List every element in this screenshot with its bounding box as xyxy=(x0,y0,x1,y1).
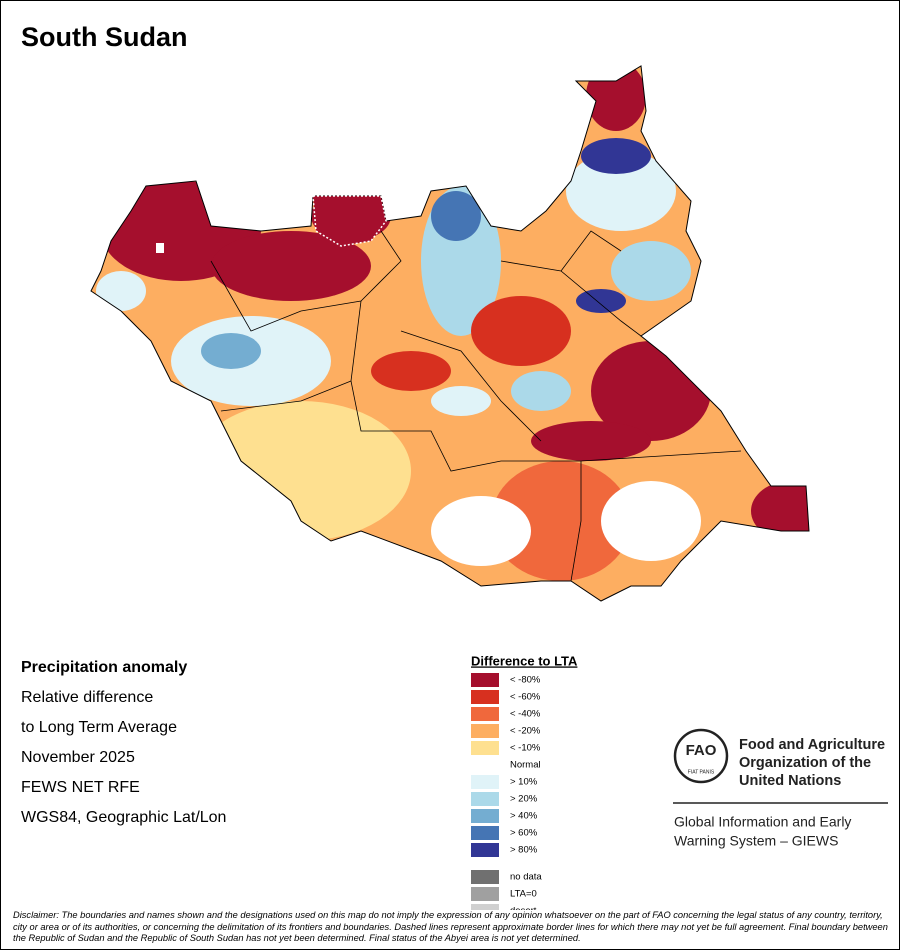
info-line: WGS84, Geographic Lat/Lon xyxy=(21,809,226,826)
legend-label: < -40% xyxy=(510,709,541,720)
legend-title: Difference to LTA xyxy=(471,653,578,668)
legend-label: > 40% xyxy=(510,811,538,822)
legend-swatch xyxy=(471,775,499,789)
info-block: Precipitation anomaly Relative difference… xyxy=(21,659,226,826)
legend-label: < -60% xyxy=(510,692,541,703)
info-line: FEWS NET RFE xyxy=(21,779,140,796)
info-line: Relative difference xyxy=(21,689,153,706)
legend-swatch xyxy=(471,690,499,704)
legend-label: < -10% xyxy=(510,743,541,754)
logo-acronym: FAO xyxy=(686,742,717,759)
org-name: Food and Agriculture Organization of the U… xyxy=(739,737,885,789)
legend-label: LTA=0 xyxy=(510,889,537,900)
legend-swatch xyxy=(471,887,499,901)
legend-label: < -80% xyxy=(510,675,541,686)
disclaimer: Disclaimer: The boundaries and names sho… xyxy=(13,910,891,945)
org-line: United Nations xyxy=(739,773,841,789)
legend-label: > 10% xyxy=(510,777,538,788)
legend-label: > 60% xyxy=(510,828,538,839)
abyei-area xyxy=(312,195,387,247)
legend-label: < -20% xyxy=(510,726,541,737)
legend-swatch xyxy=(471,843,499,857)
map-title: South Sudan xyxy=(21,22,187,52)
legend-swatch xyxy=(471,870,499,884)
legend: < -80% < -60% < -40% < -20% < -10% Normal > 10… xyxy=(471,673,542,918)
legend-label: > 80% xyxy=(510,845,538,856)
legend-swatch xyxy=(471,707,499,721)
system-name: Global Information and Early Warning Syst… xyxy=(674,814,851,849)
legend-label: > 20% xyxy=(510,794,538,805)
legend-label: Normal xyxy=(510,760,541,771)
legend-swatch xyxy=(471,826,499,840)
legend-swatch xyxy=(471,673,499,687)
info-line: to Long Term Average xyxy=(21,719,177,736)
anomaly-raster xyxy=(91,66,809,601)
legend-swatch xyxy=(471,741,499,755)
system-line: Global Information and Early xyxy=(674,814,851,830)
legend-swatch xyxy=(471,809,499,823)
logo-motto: FIAT PANIS xyxy=(688,769,715,775)
org-line: Organization of the xyxy=(739,755,871,771)
info-line: November 2025 xyxy=(21,749,135,766)
legend-label: no data xyxy=(510,872,542,883)
org-line: Food and Agriculture xyxy=(739,737,885,753)
system-line: Warning System – GIEWS xyxy=(674,833,838,849)
legend-swatch xyxy=(471,724,499,738)
info-line: Precipitation anomaly xyxy=(21,659,187,676)
legend-swatch xyxy=(471,792,499,806)
fao-logo: FAO FIAT PANIS xyxy=(673,728,729,784)
